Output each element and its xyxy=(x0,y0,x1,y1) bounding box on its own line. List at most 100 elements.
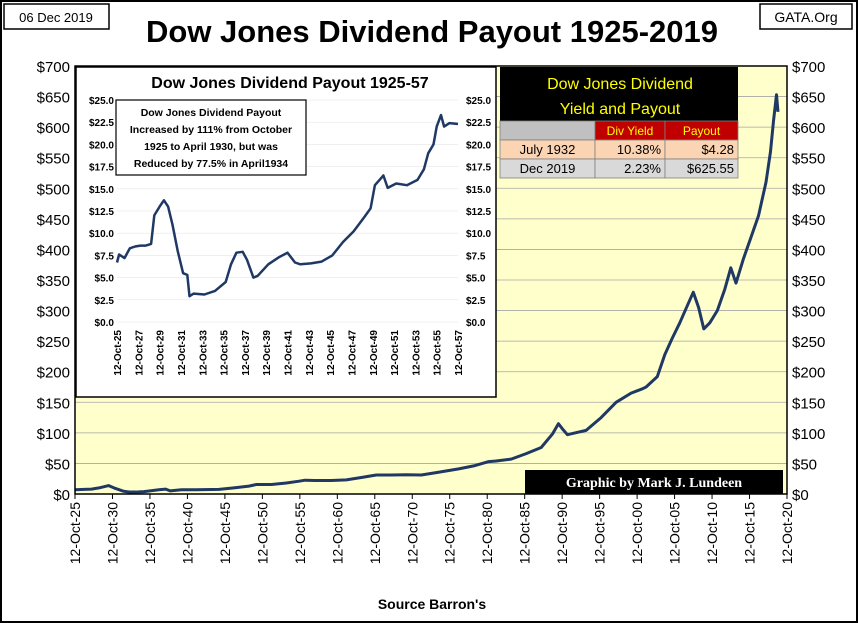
main-y-tick-right: $400 xyxy=(792,242,825,259)
yield-table-value: $625.55 xyxy=(687,161,734,176)
main-x-tick: 12-Oct-35 xyxy=(142,502,158,564)
yield-table-title-box xyxy=(500,67,738,121)
main-x-tick: 12-Oct-10 xyxy=(704,502,720,564)
main-x-tick: 12-Oct-85 xyxy=(517,502,533,564)
inset-y-tick-right: $7.5 xyxy=(466,251,486,262)
inset-y-tick-right: $2.5 xyxy=(466,296,486,307)
credit-label: Graphic by Mark J. Lundeen xyxy=(566,476,742,491)
main-y-tick-left: $250 xyxy=(37,334,70,351)
yield-table: Div Yield Payout July 1932 10.38% $4.28 Dec 2… xyxy=(499,120,739,179)
main-y-tick-right: $600 xyxy=(792,120,825,137)
inset-annotation-line: Increased by 111% from October xyxy=(130,124,292,136)
inset-x-tick: 12-Oct-49 xyxy=(369,330,380,376)
main-x-tick: 12-Oct-25 xyxy=(67,502,83,564)
inset-x-tick: 12-Oct-39 xyxy=(262,330,273,376)
yield-table-value: 10.38% xyxy=(617,142,662,157)
main-y-tick-right: $450 xyxy=(792,212,825,229)
inset-x-tick: 12-Oct-35 xyxy=(220,330,231,376)
inset-x-tick: 12-Oct-37 xyxy=(241,330,252,376)
main-x-tick: 12-Oct-00 xyxy=(629,502,645,564)
main-y-tick-left: $300 xyxy=(37,304,70,321)
main-y-tick-left: $100 xyxy=(37,426,70,443)
inset-annotation-line: Dow Jones Dividend Payout xyxy=(141,107,282,119)
main-y-tick-left: $600 xyxy=(37,120,70,137)
inset-y-tick-left: $5.0 xyxy=(95,274,115,285)
inset-y-tick-left: $15.0 xyxy=(89,185,114,196)
inset-y-tick-left: $12.5 xyxy=(89,207,114,218)
x-axis-title: Source Barron's xyxy=(378,596,487,612)
yield-table-cell xyxy=(664,158,739,179)
inset-y-tick-left: $25.0 xyxy=(89,96,114,107)
main-x-tick: 12-Oct-70 xyxy=(404,502,420,564)
inset-y-tick-right: $12.5 xyxy=(466,207,491,218)
main-y-tick-right: $100 xyxy=(792,426,825,443)
source-tag-box xyxy=(759,3,853,30)
inset-x-tick: 12-Oct-43 xyxy=(305,330,316,376)
date-label: 06 Dec 2019 xyxy=(19,10,93,25)
yield-table-title-2: Yield and Payout xyxy=(560,101,681,118)
inset-x-tick: 12-Oct-53 xyxy=(411,330,422,376)
inset-y-tick-left: $20.0 xyxy=(89,140,114,151)
main-x-tick: 12-Oct-75 xyxy=(442,502,458,564)
inset-annotation-box xyxy=(115,99,307,176)
inset-y-tick-left: $2.5 xyxy=(95,296,115,307)
inset-x-tick: 12-Oct-55 xyxy=(433,330,444,376)
main-y-tick-right: $50 xyxy=(792,456,817,473)
inset-y-tick-left: $22.5 xyxy=(89,118,114,129)
chart-title: Dow Jones Dividend Payout 1925-2019 xyxy=(146,14,718,49)
yield-table-header: Payout xyxy=(683,124,721,138)
inset-y-tick-right: $17.5 xyxy=(466,163,491,174)
main-x-tick: 12-Oct-40 xyxy=(179,502,195,564)
main-x-tick: 12-Oct-30 xyxy=(104,502,120,564)
main-x-tick: 12-Oct-65 xyxy=(367,502,383,564)
inset-chart-title: Dow Jones Dividend Payout 1925-57 xyxy=(151,75,429,92)
inset-y-tick-right: $0.0 xyxy=(466,318,486,329)
inset-x-tick: 12-Oct-51 xyxy=(390,330,401,376)
main-y-tick-left: $700 xyxy=(37,59,70,76)
main-x-axis: 12-Oct-25 12-Oct-30 12-Oct-35 12-Oct-40 12-O… xyxy=(67,494,795,564)
inset-y-tick-left: $0.0 xyxy=(95,318,115,329)
yield-table-title-1: Dow Jones Dividend xyxy=(547,76,693,93)
main-y-tick-left: $650 xyxy=(37,90,70,107)
main-y-tick-right: $350 xyxy=(792,273,825,290)
main-x-tick: 12-Oct-05 xyxy=(667,502,683,564)
main-y-tick-right: $550 xyxy=(792,151,825,168)
main-y-tick-left: $50 xyxy=(45,456,70,473)
inset-y-tick-right: $20.0 xyxy=(466,140,491,151)
inset-x-tick: 12-Oct-45 xyxy=(326,330,337,376)
main-y-axis-right: $0 $50 $100 $150 $200 $250 $300 $350 $400 $450 $50… xyxy=(792,59,825,504)
source-tag-label: GATA.Org xyxy=(774,9,837,25)
inset-annotation: Dow Jones Dividend Payout Increased by 11… xyxy=(130,107,292,170)
main-x-tick: 12-Oct-50 xyxy=(254,502,270,564)
main-x-tick: 12-Oct-60 xyxy=(329,502,345,564)
inset-x-tick: 12-Oct-31 xyxy=(177,330,188,376)
yield-table-value: July 1932 xyxy=(520,142,576,157)
inset-y-tick-right: $15.0 xyxy=(466,185,491,196)
inset-y-tick-right: $5.0 xyxy=(466,274,486,285)
main-y-tick-right: $500 xyxy=(792,181,825,198)
inset-x-tick: 12-Oct-27 xyxy=(134,330,145,376)
inset-x-axis: 12-Oct-25 12-Oct-27 12-Oct-29 12-Oct-31 12-O… xyxy=(113,330,465,376)
main-y-tick-right: $200 xyxy=(792,365,825,382)
main-y-tick-left: $550 xyxy=(37,151,70,168)
main-y-tick-left: $500 xyxy=(37,181,70,198)
date-box xyxy=(3,3,110,30)
yield-table-value: $4.28 xyxy=(701,142,734,157)
main-y-tick-left: $0 xyxy=(53,487,70,504)
yield-table-value: Dec 2019 xyxy=(520,161,576,176)
inset-x-tick: 12-Oct-47 xyxy=(347,330,358,376)
main-x-tick: 12-Oct-45 xyxy=(217,502,233,564)
yield-table-value: 2.23% xyxy=(624,161,661,176)
plot-border xyxy=(74,65,788,495)
main-y-tick-right: $300 xyxy=(792,304,825,321)
inset-y-tick-right: $25.0 xyxy=(466,96,491,107)
main-y-tick-left: $350 xyxy=(37,273,70,290)
main-series-line xyxy=(74,93,780,494)
main-x-tick: 12-Oct-95 xyxy=(592,502,608,564)
main-y-tick-right: $650 xyxy=(792,90,825,107)
main-x-tick: 12-Oct-20 xyxy=(779,502,795,564)
main-x-tick: 12-Oct-15 xyxy=(742,502,758,564)
inset-y-tick-left: $17.5 xyxy=(89,163,114,174)
